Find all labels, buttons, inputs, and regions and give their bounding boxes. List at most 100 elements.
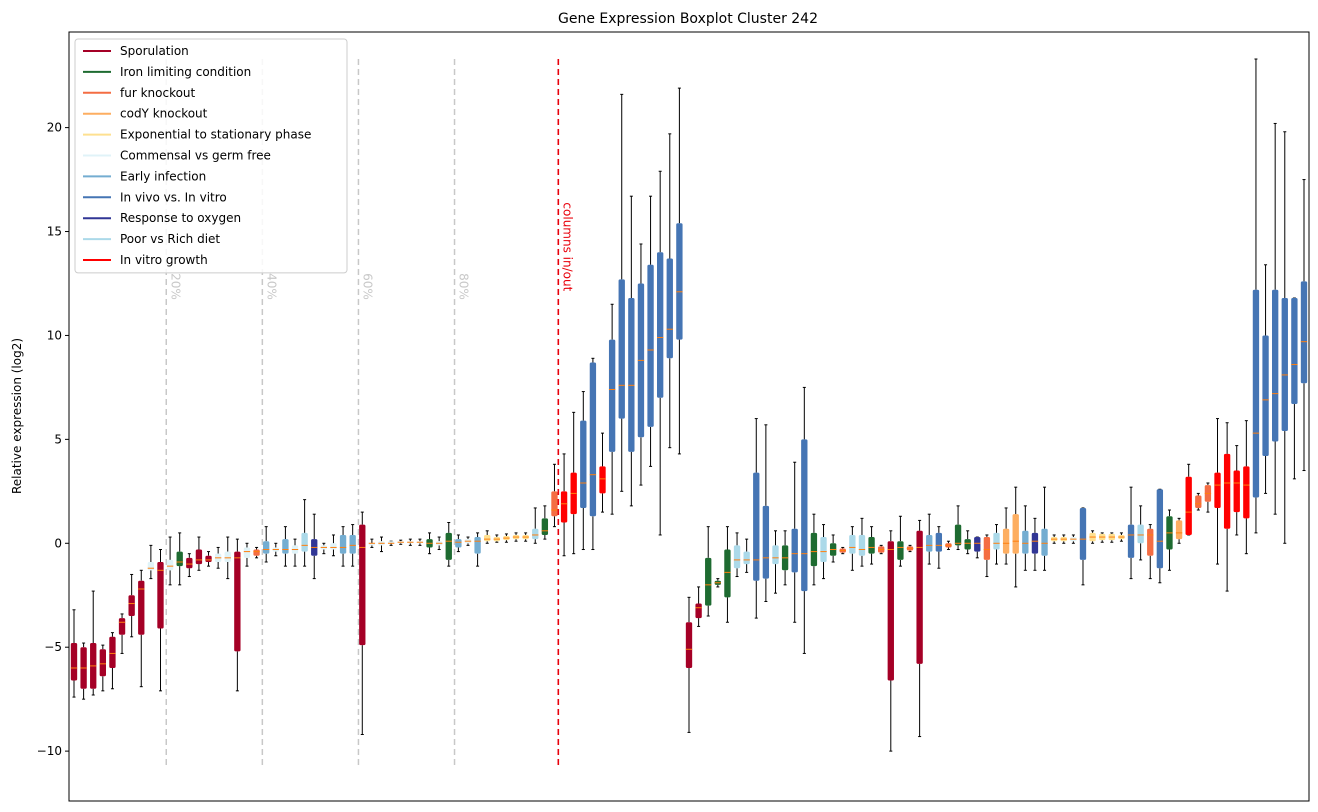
box-plot <box>320 542 328 555</box>
box-plot <box>628 195 635 507</box>
legend-label: Iron limiting condition <box>120 65 251 79</box>
box <box>455 539 462 548</box>
box-plot <box>1166 509 1173 571</box>
legend-box <box>74 38 348 274</box>
box-plot <box>368 538 376 548</box>
box <box>1041 528 1048 556</box>
box-plot <box>109 632 116 690</box>
box <box>1233 470 1240 513</box>
legend-label: In vivo vs. In vitro <box>120 190 227 204</box>
plot-area: 20% 40% 60% 80% columns in/out <box>70 58 1308 768</box>
box-plot <box>118 613 126 654</box>
box-plot <box>926 513 933 565</box>
box-plot <box>445 521 452 567</box>
box-plot <box>90 590 97 696</box>
box-plot <box>311 513 318 580</box>
box-plot <box>810 513 818 586</box>
box <box>1291 298 1298 405</box>
box <box>1272 289 1279 442</box>
box-plot <box>743 538 750 573</box>
box-plot <box>858 517 866 567</box>
box <box>983 537 991 560</box>
box <box>301 532 308 552</box>
box-plot <box>791 461 798 623</box>
box-plot <box>733 532 741 578</box>
box <box>349 534 356 554</box>
y-tick-label: 15 <box>47 225 62 239</box>
box-plot <box>945 540 952 551</box>
box-plot <box>570 411 577 555</box>
box <box>1012 514 1019 554</box>
y-tick-label: 5 <box>54 432 62 446</box>
box-plot <box>435 536 443 551</box>
box-plot <box>272 542 279 557</box>
box-plot <box>522 532 529 542</box>
legend-label: codY knockout <box>120 107 208 121</box>
box <box>618 279 625 419</box>
box <box>810 532 818 567</box>
box-plot <box>1060 534 1067 544</box>
box-plot <box>580 391 587 551</box>
box-plot <box>695 586 702 627</box>
box-plot <box>1252 58 1260 534</box>
box <box>474 537 481 554</box>
box <box>926 534 933 552</box>
box-plot <box>1204 482 1212 513</box>
box <box>858 534 866 556</box>
box-plot <box>935 526 943 569</box>
box-plot <box>1108 532 1115 543</box>
box-plot <box>637 243 645 486</box>
box <box>128 595 135 617</box>
legend: Sporulation Iron limiting condition fur kn… <box>74 38 348 274</box>
box-plot <box>416 538 424 546</box>
box-plot <box>147 544 155 580</box>
box <box>166 559 174 571</box>
box <box>368 543 376 546</box>
box <box>330 543 337 550</box>
box <box>541 518 549 535</box>
box <box>589 362 597 517</box>
box-plot <box>1281 131 1288 544</box>
legend-label: Exponential to stationary phase <box>120 128 311 142</box>
box <box>753 472 760 581</box>
box-plot <box>705 526 712 617</box>
box <box>743 551 750 565</box>
box-plot <box>1127 486 1135 580</box>
box-plot <box>455 534 462 553</box>
box <box>1214 472 1221 508</box>
box-plot <box>1147 524 1154 580</box>
box <box>234 551 241 652</box>
y-axis-label: Relative expression (log2) <box>10 338 24 494</box>
legend-label: Poor vs Rich diet <box>120 232 220 246</box>
box-plot <box>964 530 971 555</box>
box-plot <box>359 511 366 735</box>
box <box>359 524 366 646</box>
box-plot <box>1002 507 1010 565</box>
box-plot <box>1156 488 1164 584</box>
box <box>263 541 270 554</box>
box <box>887 541 894 681</box>
box <box>666 258 673 359</box>
box-plot <box>685 596 693 733</box>
box-plot <box>657 170 664 536</box>
box <box>118 618 126 635</box>
box-plot <box>849 526 856 571</box>
box <box>1127 524 1135 558</box>
box <box>1223 453 1231 529</box>
box-plot <box>1300 179 1308 472</box>
box <box>657 252 664 398</box>
split-line-label: columns in/out <box>560 202 574 291</box>
box-plot <box>474 532 481 567</box>
box-plot <box>1022 505 1029 571</box>
y-tick-label: 20 <box>47 121 62 135</box>
box-plot <box>897 515 904 567</box>
box-plot <box>1137 505 1144 561</box>
box <box>676 223 683 340</box>
box-plot <box>1214 418 1221 565</box>
box-plot <box>1185 463 1192 536</box>
box <box>205 555 212 562</box>
box-plot <box>878 544 885 555</box>
box-plot <box>263 526 270 563</box>
box-plot <box>1262 264 1269 494</box>
box <box>935 532 943 552</box>
